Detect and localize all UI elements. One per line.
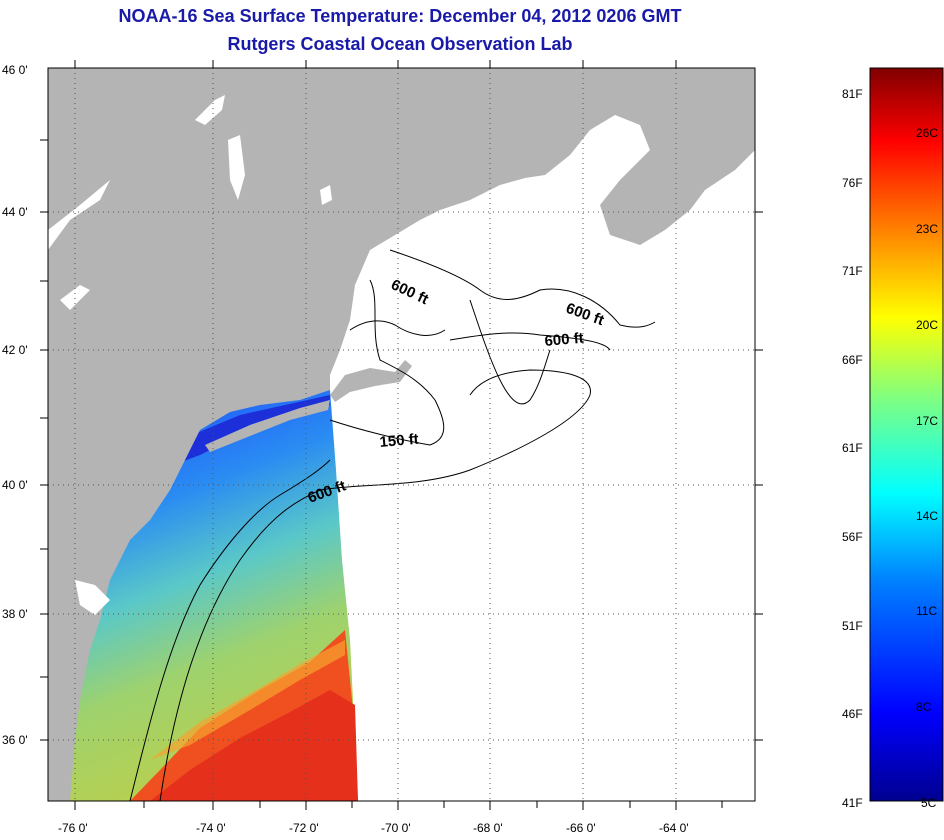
lat-tick-label: 44 0': [2, 205, 28, 219]
depth-contours: [129, 249, 656, 801]
lat-tick-label: 36 0': [2, 733, 28, 747]
lon-tick-label: -64 0': [659, 821, 689, 835]
lat-labels: 36 0' 38 0' 40 0' 42 0' 44 0' 46 0': [2, 63, 28, 747]
colorbar-f-label: 41F: [842, 796, 863, 810]
colorbar-f-label: 56F: [842, 530, 863, 544]
warm-edge-band: [150, 640, 345, 760]
colorbar-f-label: 61F: [842, 441, 863, 455]
colorbar-c-label: 17C: [916, 414, 938, 428]
colorbar-f-label: 71F: [842, 264, 863, 278]
colorbar-c-label: 11C: [916, 604, 937, 618]
lon-tick-label: -72 0': [289, 821, 319, 835]
chart-subtitle: Rutgers Coastal Ocean Observation Lab: [227, 34, 573, 54]
lon-tick-label: -70 0': [381, 821, 411, 835]
lakes: [48, 95, 332, 615]
map-frame: [47, 67, 756, 802]
graticule: [48, 68, 755, 801]
colorbar-c-label: 23C: [916, 222, 938, 236]
colorbar-c-label: 14C: [916, 509, 938, 523]
colorbar-c-label: 26C: [916, 126, 938, 140]
colorbar-f-label: 76F: [842, 176, 863, 190]
colorbar-c-label: 5C: [921, 796, 937, 810]
land: [48, 68, 755, 801]
colorbar-f-label: 81F: [842, 87, 863, 101]
lon-tick-label: -66 0': [566, 821, 596, 835]
lat-tick-label: 42 0': [2, 343, 28, 357]
contour-label: 600 ft: [544, 330, 585, 350]
tick-marks: [40, 60, 763, 810]
colorbar-f-label: 66F: [842, 353, 863, 367]
contour-label: 150 ft: [379, 431, 420, 451]
colorbar: [869, 67, 944, 802]
lon-labels: -76 0' -74 0' -72 0' -70 0' -68 0' -66 0…: [58, 821, 689, 835]
lat-tick-label: 46 0': [2, 63, 28, 77]
lon-tick-label: -68 0': [473, 821, 503, 835]
colorbar-f-labels: 81F 76F 71F 66F 61F 56F 51F 46F 41F: [842, 87, 863, 810]
colorbar-c-labels: 26C 23C 20C 17C 14C 11C 8C 5C: [916, 126, 938, 810]
lon-tick-label: -74 0': [196, 821, 226, 835]
lon-tick-label: -76 0': [58, 821, 88, 835]
colorbar-c-label: 20C: [916, 318, 938, 332]
cape-cod: [330, 360, 412, 402]
long-island: [205, 400, 330, 452]
lat-tick-label: 40 0': [2, 478, 28, 492]
colorbar-c-label: 8C: [916, 700, 932, 714]
lat-tick-label: 38 0': [2, 607, 28, 621]
colorbar-f-label: 46F: [842, 707, 863, 721]
colorbar-f-label: 51F: [842, 619, 863, 633]
chart-title: NOAA-16 Sea Surface Temperature: Decembe…: [118, 6, 682, 26]
